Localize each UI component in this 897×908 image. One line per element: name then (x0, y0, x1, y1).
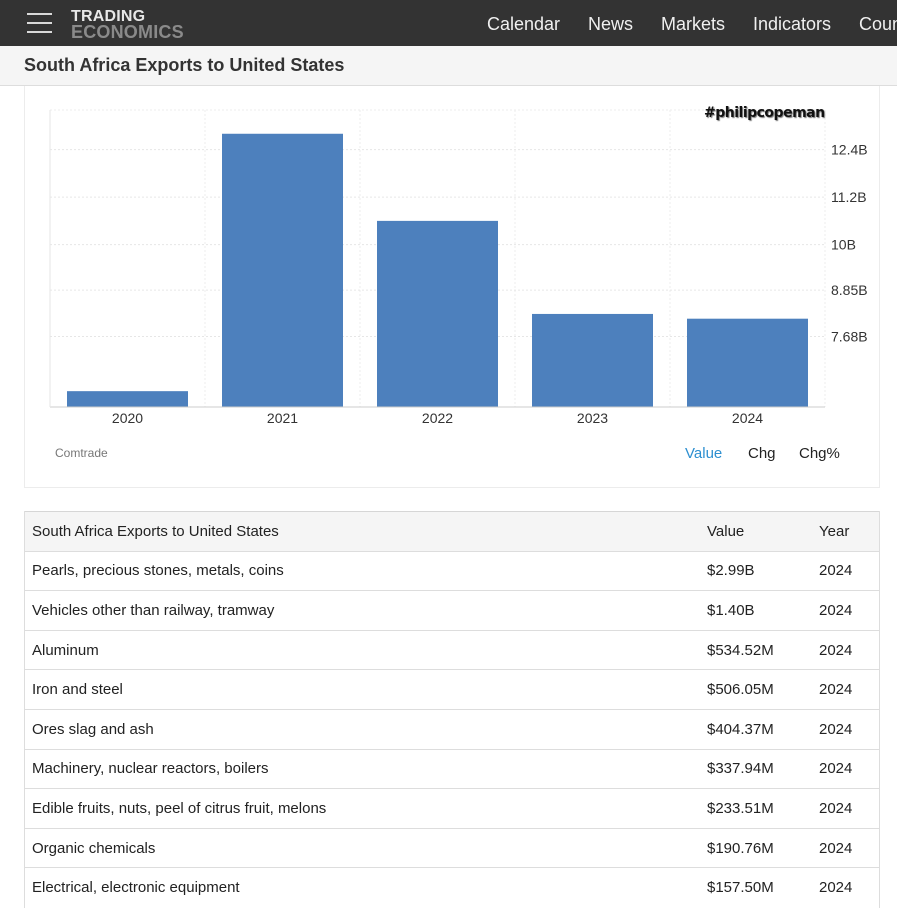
chart-panel: 7.68B 8.85B 10B 11.2B 12.4B 2020 2021 2022 2023 2… (24, 86, 880, 488)
table-row[interactable]: Electrical, electronic equipment $157.50M… (24, 867, 880, 908)
row-category[interactable]: Organic chemicals (24, 827, 699, 868)
bar-2022[interactable] (377, 220, 498, 407)
row-value: $404.37M (699, 708, 811, 750)
exports-table: South Africa Exports to United States Va… (24, 511, 880, 908)
y-tick-label: 10B (831, 237, 856, 253)
chart-tab-chg[interactable]: Chg (748, 445, 776, 462)
bar-2024[interactable] (687, 318, 808, 407)
row-category[interactable]: Vehicles other than railway, tramway (24, 590, 699, 631)
row-value: $2.99B (699, 550, 811, 591)
x-tick-label: 2021 (267, 410, 298, 426)
bar-chart: 7.68B 8.85B 10B 11.2B 12.4B 2020 2021 2022 2023 2… (49, 109, 868, 426)
table-row[interactable]: Vehicles other than railway, tramway $1.4… (24, 590, 880, 631)
nav-link-news[interactable]: News (588, 14, 634, 34)
bar-2020[interactable] (67, 391, 188, 407)
chart-tab-chg-percent[interactable]: Chg% (799, 445, 840, 462)
chart-tab-value[interactable]: Value (685, 445, 723, 462)
row-value: $506.05M (699, 669, 811, 710)
row-year: 2024 (811, 590, 880, 631)
table-row[interactable]: Pearls, precious stones, metals, coins $2… (24, 550, 880, 591)
row-year: 2024 (811, 748, 880, 789)
table-row[interactable]: Ores slag and ash $404.37M 2024 (24, 708, 880, 750)
header-category: South Africa Exports to United States (24, 511, 699, 552)
y-tick-label: 11.2B (831, 189, 867, 205)
table-row[interactable]: Iron and steel $506.05M 2024 (24, 669, 880, 710)
row-year: 2024 (811, 708, 880, 750)
y-tick-label: 8.85B (831, 282, 868, 298)
x-tick-label: 2020 (112, 410, 143, 426)
chart-source: Comtrade (55, 446, 108, 460)
row-year: 2024 (811, 827, 880, 868)
header-value: Value (699, 511, 811, 552)
table-row[interactable]: Organic chemicals $190.76M 2024 (24, 827, 880, 868)
row-value: $190.76M (699, 827, 811, 868)
row-year: 2024 (811, 550, 880, 591)
row-value: $337.94M (699, 748, 811, 789)
nav-link-indicators[interactable]: Indicators (753, 14, 832, 34)
bar-2023[interactable] (532, 313, 653, 407)
row-value: $1.40B (699, 590, 811, 631)
row-category[interactable]: Electrical, electronic equipment (24, 867, 699, 908)
row-category[interactable]: Edible fruits, nuts, peel of citrus frui… (24, 788, 699, 829)
row-value: $534.52M (699, 629, 811, 670)
row-year: 2024 (811, 788, 880, 829)
y-tick-label: 7.68B (831, 329, 868, 345)
top-navbar: TRADING ECONOMICS Calendar News Markets … (0, 0, 897, 46)
nav-link-calendar[interactable]: Calendar (487, 14, 561, 34)
logo-text-bottom: ECONOMICS (71, 22, 184, 42)
bar-2021[interactable] (222, 133, 343, 407)
nav-link-markets[interactable]: Markets (661, 14, 726, 34)
row-year: 2024 (811, 867, 880, 908)
table-row[interactable]: Edible fruits, nuts, peel of citrus frui… (24, 788, 880, 829)
table-header-row: South Africa Exports to United States Va… (24, 511, 880, 552)
x-tick-label: 2022 (422, 410, 453, 426)
y-tick-label: 12.4B (831, 142, 868, 158)
row-category[interactable]: Pearls, precious stones, metals, coins (24, 550, 699, 591)
x-tick-label: 2024 (732, 410, 763, 426)
watermark-text: #philipcopeman (704, 105, 825, 121)
row-year: 2024 (811, 669, 880, 710)
row-value: $233.51M (699, 788, 811, 829)
row-category[interactable]: Iron and steel (24, 669, 699, 710)
site-logo[interactable]: TRADING ECONOMICS (71, 8, 191, 42)
logo-text-top: TRADING (71, 8, 146, 25)
table-row[interactable]: Aluminum $534.52M 2024 (24, 629, 880, 670)
row-year: 2024 (811, 629, 880, 670)
row-category[interactable]: Aluminum (24, 629, 699, 670)
x-tick-label: 2023 (577, 410, 608, 426)
row-value: $157.50M (699, 867, 811, 908)
page-title: South Africa Exports to United States (24, 55, 345, 75)
header-year: Year (811, 511, 880, 552)
nav-link-countries[interactable]: Countries (859, 14, 897, 34)
row-category[interactable]: Machinery, nuclear reactors, boilers (24, 748, 699, 789)
menu-icon[interactable] (27, 13, 52, 33)
title-bar: South Africa Exports to United States (0, 46, 897, 86)
table-row[interactable]: Machinery, nuclear reactors, boilers $337… (24, 748, 880, 789)
row-category[interactable]: Ores slag and ash (24, 708, 699, 750)
